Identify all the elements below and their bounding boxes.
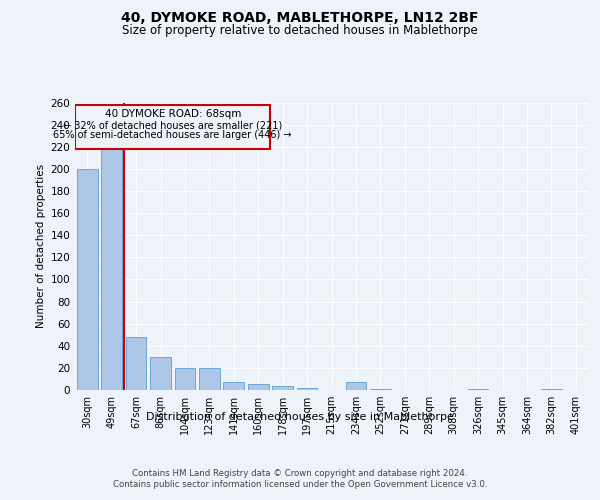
Text: Distribution of detached houses by size in Mablethorpe: Distribution of detached houses by size … bbox=[146, 412, 454, 422]
Bar bbox=[150, 357, 171, 390]
Y-axis label: Number of detached properties: Number of detached properties bbox=[36, 164, 46, 328]
Text: Size of property relative to detached houses in Mablethorpe: Size of property relative to detached ho… bbox=[122, 24, 478, 37]
Text: Contains HM Land Registry data © Crown copyright and database right 2024.: Contains HM Land Registry data © Crown c… bbox=[132, 469, 468, 478]
Bar bbox=[272, 386, 293, 390]
Bar bbox=[248, 384, 269, 390]
Bar bbox=[296, 388, 317, 390]
Bar bbox=[346, 382, 367, 390]
Bar bbox=[175, 368, 196, 390]
Bar bbox=[541, 389, 562, 390]
Text: ← 32% of detached houses are smaller (221): ← 32% of detached houses are smaller (22… bbox=[63, 120, 283, 130]
Text: 40 DYMOKE ROAD: 68sqm: 40 DYMOKE ROAD: 68sqm bbox=[104, 109, 241, 119]
Text: 40, DYMOKE ROAD, MABLETHORPE, LN12 2BF: 40, DYMOKE ROAD, MABLETHORPE, LN12 2BF bbox=[121, 11, 479, 25]
Bar bbox=[467, 389, 488, 390]
Bar bbox=[77, 169, 98, 390]
Bar bbox=[199, 368, 220, 390]
FancyBboxPatch shape bbox=[75, 104, 271, 149]
Text: 65% of semi-detached houses are larger (446) →: 65% of semi-detached houses are larger (… bbox=[53, 130, 292, 140]
Bar bbox=[223, 382, 244, 390]
Text: Contains public sector information licensed under the Open Government Licence v3: Contains public sector information licen… bbox=[113, 480, 487, 489]
Bar bbox=[101, 136, 122, 390]
Bar bbox=[370, 389, 391, 390]
Bar bbox=[125, 337, 146, 390]
